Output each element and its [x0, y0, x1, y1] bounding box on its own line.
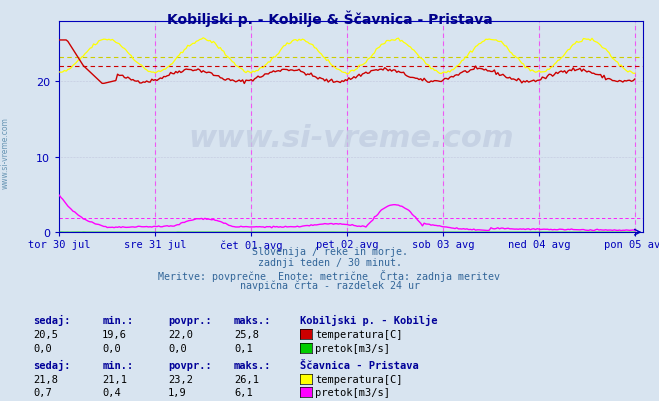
Text: 22,0: 22,0: [168, 330, 193, 340]
Text: sedaj:: sedaj:: [33, 314, 71, 325]
Text: Ščavnica - Pristava: Ščavnica - Pristava: [300, 360, 418, 370]
Text: temperatura[C]: temperatura[C]: [315, 374, 403, 384]
Text: Kobiljski p. - Kobilje & Ščavnica - Pristava: Kobiljski p. - Kobilje & Ščavnica - Pris…: [167, 10, 492, 26]
Text: maks.:: maks.:: [234, 360, 272, 370]
Text: Meritve: povprečne  Enote: metrične  Črta: zadnja meritev: Meritve: povprečne Enote: metrične Črta:…: [159, 269, 500, 281]
Text: 20,5: 20,5: [33, 330, 58, 340]
Text: sedaj:: sedaj:: [33, 359, 71, 370]
Text: 0,7: 0,7: [33, 387, 51, 397]
Text: 23,2: 23,2: [168, 374, 193, 384]
Text: navpična črta - razdelek 24 ur: navpična črta - razdelek 24 ur: [239, 280, 420, 291]
Text: 19,6: 19,6: [102, 330, 127, 340]
Text: temperatura[C]: temperatura[C]: [315, 330, 403, 340]
Text: 6,1: 6,1: [234, 387, 252, 397]
Text: pretok[m3/s]: pretok[m3/s]: [315, 343, 390, 353]
Text: www.si-vreme.com: www.si-vreme.com: [188, 124, 514, 152]
Text: www.si-vreme.com: www.si-vreme.com: [1, 117, 10, 188]
Text: Kobiljski p. - Kobilje: Kobiljski p. - Kobilje: [300, 314, 438, 325]
Text: 0,1: 0,1: [234, 343, 252, 353]
Text: 21,1: 21,1: [102, 374, 127, 384]
Text: 21,8: 21,8: [33, 374, 58, 384]
Text: 1,9: 1,9: [168, 387, 186, 397]
Text: 0,0: 0,0: [33, 343, 51, 353]
Text: zadnji teden / 30 minut.: zadnji teden / 30 minut.: [258, 258, 401, 268]
Text: 0,0: 0,0: [168, 343, 186, 353]
Text: min.:: min.:: [102, 315, 133, 325]
Text: 0,4: 0,4: [102, 387, 121, 397]
Text: maks.:: maks.:: [234, 315, 272, 325]
Text: 26,1: 26,1: [234, 374, 259, 384]
Text: 25,8: 25,8: [234, 330, 259, 340]
Text: pretok[m3/s]: pretok[m3/s]: [315, 387, 390, 397]
Text: povpr.:: povpr.:: [168, 315, 212, 325]
Text: Slovenija / reke in morje.: Slovenija / reke in morje.: [252, 247, 407, 257]
Text: 0,0: 0,0: [102, 343, 121, 353]
Text: povpr.:: povpr.:: [168, 360, 212, 370]
Text: min.:: min.:: [102, 360, 133, 370]
